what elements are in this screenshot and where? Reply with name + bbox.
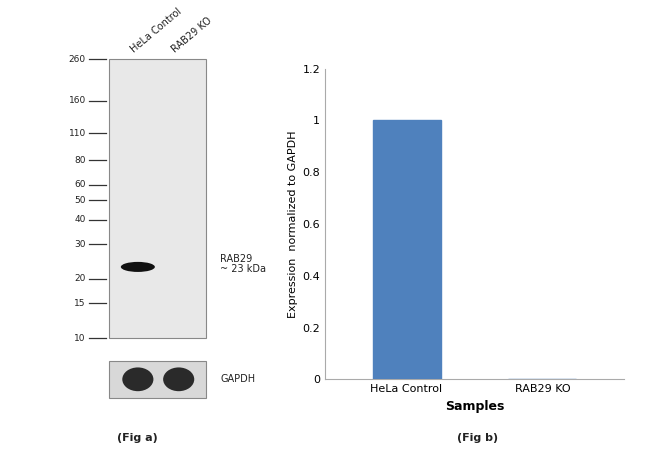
Text: (Fig a): (Fig a)	[117, 433, 158, 443]
Text: 40: 40	[74, 215, 86, 224]
Text: GAPDH: GAPDH	[220, 374, 255, 384]
Text: 15: 15	[74, 299, 86, 308]
Text: 260: 260	[69, 55, 86, 64]
Ellipse shape	[121, 262, 155, 272]
Text: RAB29: RAB29	[220, 254, 252, 264]
Bar	[372, 120, 441, 379]
Text: 60: 60	[74, 181, 86, 189]
Y-axis label: Expression  normalized to GAPDH: Expression normalized to GAPDH	[288, 130, 298, 318]
Text: 80: 80	[74, 156, 86, 165]
Text: HeLa Control: HeLa Control	[129, 6, 183, 55]
Text: 20: 20	[74, 274, 86, 283]
Bar	[109, 361, 206, 398]
X-axis label: Samples: Samples	[445, 400, 504, 413]
Ellipse shape	[122, 367, 153, 391]
Bar	[109, 59, 206, 338]
Text: 110: 110	[68, 128, 86, 138]
Text: 10: 10	[74, 334, 86, 343]
Text: 160: 160	[68, 96, 86, 106]
Text: RAB29 KO: RAB29 KO	[170, 16, 213, 55]
Text: 50: 50	[74, 196, 86, 205]
Text: ~ 23 kDa: ~ 23 kDa	[220, 264, 266, 274]
Ellipse shape	[163, 367, 194, 391]
Text: (Fig b): (Fig b)	[457, 433, 499, 443]
Text: 30: 30	[74, 239, 86, 249]
